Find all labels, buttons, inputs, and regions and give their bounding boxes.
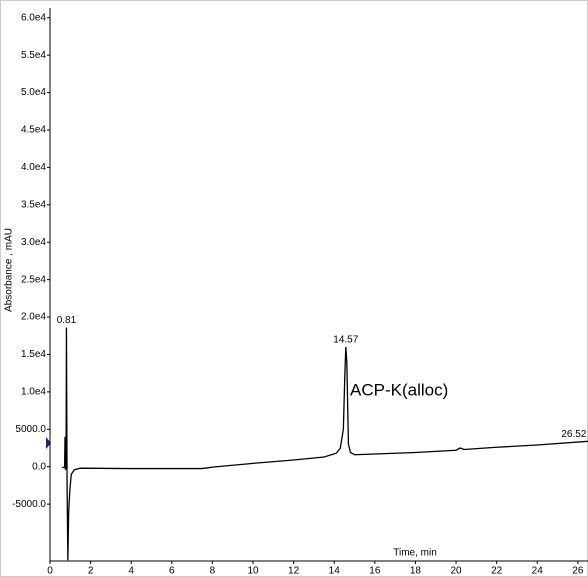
y-tick-label: 5.5e4 (21, 50, 46, 61)
y-tick-label: 2.5e4 (21, 274, 46, 285)
x-tick-label: 0 (47, 566, 53, 577)
x-tick-label: 8 (210, 566, 216, 577)
marker-triangle (46, 437, 51, 449)
y-axis-label: Absorbance , mAU (4, 228, 15, 312)
y-tick-label: 5.0e4 (21, 87, 46, 98)
peak-label: 14.57 (333, 335, 358, 346)
x-tick-label: 6 (169, 566, 175, 577)
trace (62, 327, 588, 561)
y-tick-label: 5000.0 (15, 424, 46, 435)
annotation: ACP-K(alloc) (350, 380, 448, 399)
y-tick-label: 1.0e4 (21, 387, 46, 398)
y-tick-label: 4.0e4 (21, 162, 46, 173)
peak-label: 26.52 (561, 429, 586, 440)
y-tick-label: 1.5e4 (21, 349, 46, 360)
y-tick-label: 4.5e4 (21, 125, 46, 136)
x-tick-label: 12 (288, 566, 300, 577)
x-tick-label: 20 (450, 566, 462, 577)
x-axis-label: Time, min (393, 548, 437, 559)
x-tick-label: 26 (572, 566, 584, 577)
x-tick-label: 14 (329, 566, 341, 577)
x-tick-label: 24 (532, 566, 544, 577)
y-tick-label: 3.5e4 (21, 199, 46, 210)
peak-label: 0.81 (57, 315, 77, 326)
x-tick-label: 10 (247, 566, 259, 577)
y-tick-label: 3.0e4 (21, 237, 46, 248)
x-tick-label: 4 (128, 566, 134, 577)
x-tick-label: 22 (491, 566, 503, 577)
x-tick-label: 18 (410, 566, 422, 577)
x-tick-label: 16 (369, 566, 381, 577)
y-tick-label: -5000.0 (12, 499, 46, 510)
x-tick-label: 2 (88, 566, 94, 577)
y-tick-label: 0.0 (32, 461, 46, 472)
y-tick-label: 6.0e4 (21, 12, 46, 23)
y-tick-label: 2.0e4 (21, 312, 46, 323)
